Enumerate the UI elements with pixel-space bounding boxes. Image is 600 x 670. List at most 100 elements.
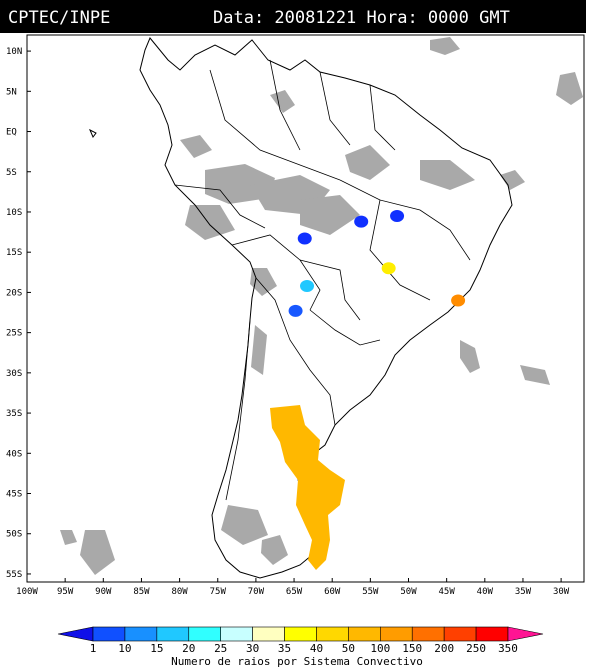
patagonia-convective-system xyxy=(270,405,345,570)
cloud-patch xyxy=(460,340,480,373)
colorbar-tick-label: 10 xyxy=(118,642,131,655)
colorbar-tick-label: 40 xyxy=(310,642,323,655)
colorbar-arrow-high xyxy=(507,626,544,642)
map-panel: 10N5NEQ5S10S15S20S25S30S35S40S45S50S55S … xyxy=(6,34,585,597)
lat-tick-label: 10N xyxy=(6,47,22,57)
lat-tick-label: 55S xyxy=(6,570,22,580)
colorbar-tick-label: 35 xyxy=(278,642,291,655)
colorbar-tick-label: 100 xyxy=(370,642,390,655)
colorbar-tick-label: 1 xyxy=(90,642,97,655)
lon-tick-label: 55W xyxy=(362,587,379,597)
lat-tick-label: 20S xyxy=(6,288,22,298)
cell-central-brazil-1 xyxy=(354,215,369,228)
colorbar-tick-label: 30 xyxy=(246,642,259,655)
colorbar-tick-label: 20 xyxy=(182,642,195,655)
colorbar-tick-label: 200 xyxy=(434,642,454,655)
cloud-patch xyxy=(556,72,583,105)
cell-goias-yellow xyxy=(381,262,396,275)
cell-southeast-orange xyxy=(451,294,466,307)
colorbar-tick-label: 150 xyxy=(402,642,422,655)
lon-tick-label: 45W xyxy=(439,587,456,597)
lon-tick-label: 70W xyxy=(248,587,265,597)
cloud-patch xyxy=(261,535,288,565)
latitude-axis: 10N 5N EQ 5S 10S 15S 20S 25S 30S 35S 40S 45S 50S 55S xyxy=(6,47,31,580)
cloud-patch xyxy=(430,37,460,55)
border xyxy=(369,84,396,151)
cloud-patch xyxy=(185,205,235,240)
colorbar-segment xyxy=(124,626,158,642)
lat-tick-label: 15S xyxy=(6,248,22,258)
lat-tick-label: EQ xyxy=(6,128,17,138)
lon-tick-label: 30W xyxy=(553,587,570,597)
lon-tick-label: 100W xyxy=(16,587,38,597)
colorbar-segment xyxy=(443,626,477,642)
colorbar-arrow-low xyxy=(57,626,94,642)
convective-cells-layer xyxy=(288,209,466,317)
longitude-axis: 100W 95W 90W 85W 80W 75W 70W 65W 60W 55W 50W 45W 40W… xyxy=(16,578,570,597)
colorbar-tick-label: 15 xyxy=(150,642,163,655)
colorbar-segment xyxy=(411,626,445,642)
colorbar-segment xyxy=(316,626,349,642)
cloud-patch xyxy=(345,145,390,180)
galapagos-island xyxy=(89,128,97,138)
lat-tick-label: 25S xyxy=(6,329,22,339)
lon-tick-label: 90W xyxy=(95,587,112,597)
lat-tick-label: 5N xyxy=(6,87,17,97)
cloud-patch xyxy=(270,90,295,113)
lon-tick-label: 65W xyxy=(286,587,303,597)
lon-tick-label: 75W xyxy=(210,587,227,597)
colorbar-tick-label: 50 xyxy=(342,642,355,655)
border xyxy=(255,277,336,426)
border xyxy=(269,59,301,151)
colorbar-tick-label: 350 xyxy=(498,642,518,655)
borders-layer xyxy=(174,59,471,501)
border xyxy=(299,259,361,321)
border xyxy=(309,309,381,346)
border xyxy=(174,184,266,229)
cloud-patch xyxy=(60,530,77,545)
colorbar-tick-label: 250 xyxy=(466,642,486,655)
cloud-patch xyxy=(221,505,268,545)
cloud-patch xyxy=(300,195,360,235)
border xyxy=(319,71,351,146)
colorbar-segment xyxy=(188,626,221,642)
border xyxy=(209,69,341,181)
cell-bolivia-cyan xyxy=(300,279,315,292)
header-source: CPTEC/INPE xyxy=(8,8,110,28)
colorbar-segment xyxy=(92,626,126,642)
colorbar-segment xyxy=(252,626,285,642)
lat-tick-label: 40S xyxy=(6,449,22,459)
colorbar-tick-label: 25 xyxy=(214,642,227,655)
cloud-patch xyxy=(520,365,550,385)
lat-tick-label: 50S xyxy=(6,530,22,540)
lat-tick-label: 30S xyxy=(6,369,22,379)
lat-tick-label: 5S xyxy=(6,168,17,178)
lat-tick-label: 45S xyxy=(6,490,22,500)
border xyxy=(339,179,471,261)
lat-tick-label: 35S xyxy=(6,409,22,419)
cloud-cover-layer xyxy=(60,37,583,575)
cloud-patch xyxy=(250,268,277,296)
lon-tick-label: 95W xyxy=(57,587,74,597)
colorbar-segment xyxy=(156,626,190,642)
colorbar-segment xyxy=(475,626,509,642)
cloud-patch xyxy=(420,160,475,190)
lon-tick-label: 40W xyxy=(477,587,494,597)
lon-tick-label: 85W xyxy=(133,587,150,597)
colorbar-title: Numero de raios por Sistema Convectivo xyxy=(171,655,423,668)
header-datetime: Data: 20081221 Hora: 0000 GMT xyxy=(213,8,510,28)
cloud-patch xyxy=(80,530,115,575)
colorbar-segment xyxy=(220,626,253,642)
cloud-patch xyxy=(251,325,267,375)
lon-tick-label: 60W xyxy=(324,587,341,597)
lon-tick-label: 50W xyxy=(400,587,417,597)
cell-central-brazil-2 xyxy=(390,209,405,222)
cloud-patch xyxy=(500,170,525,190)
colorbar-segment xyxy=(284,626,317,642)
cell-central-west-1 xyxy=(297,232,312,245)
lon-tick-label: 80W xyxy=(171,587,188,597)
header-bar xyxy=(0,0,586,33)
colorbar: 1 10 15 20 25 30 35 40 50 100 150 200 250 350 xyxy=(57,626,544,655)
border xyxy=(225,319,251,501)
